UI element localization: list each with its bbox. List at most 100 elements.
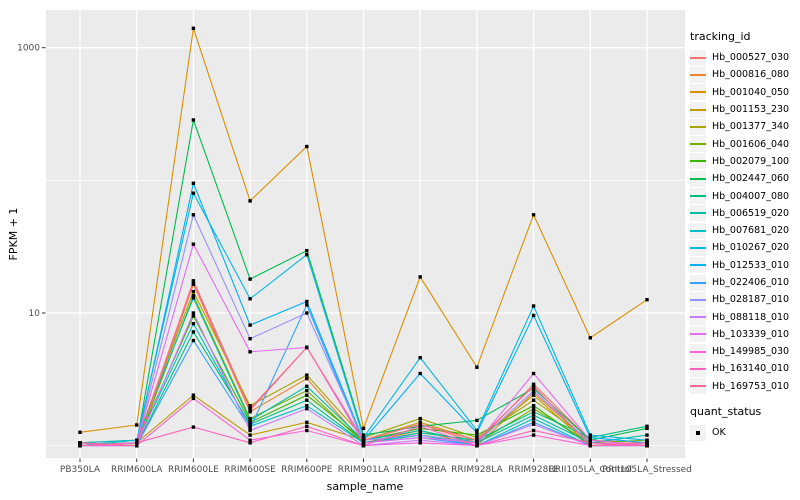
legend-item-label: Hb_007681_020 (712, 225, 790, 237)
data-point (645, 426, 649, 431)
legend-key-swatch (690, 326, 706, 343)
x-tick-label: RRII105LA_Stressed (602, 465, 692, 475)
data-point (305, 345, 309, 350)
data-point (191, 280, 196, 285)
data-point (305, 144, 309, 149)
line-swatch-icon (690, 229, 706, 232)
data-point (531, 420, 536, 424)
data-point (191, 282, 196, 286)
legend-item-label: Hb_169753_010 (712, 380, 790, 392)
legend-item-Hb_012533_010: Hb_012533_010 (690, 257, 798, 274)
data-point (135, 443, 139, 448)
legend-item-label: Hb_010267_020 (712, 242, 790, 254)
data-point (248, 416, 252, 421)
data-point (531, 416, 536, 421)
data-point (361, 441, 366, 445)
data-point (418, 420, 422, 424)
line-swatch-icon (690, 177, 706, 180)
x-tick-label: RRIM600LA (111, 465, 163, 475)
data-point (361, 426, 366, 431)
data-point (191, 191, 196, 195)
x-tick-label: RRIM928BA (394, 465, 447, 475)
data-point (305, 311, 309, 315)
legend-key-swatch (690, 118, 706, 135)
legend-key-swatch (690, 66, 706, 83)
square-point-icon (696, 430, 700, 435)
legend-item-Hb_002079_100: Hb_002079_100 (690, 153, 798, 170)
line-swatch-icon (690, 350, 706, 353)
data-point (361, 438, 366, 442)
legend-item-label: Hb_103339_010 (712, 328, 790, 340)
data-point (305, 420, 309, 424)
data-point (191, 311, 196, 315)
data-point (248, 337, 252, 341)
legend-key-swatch (690, 274, 706, 291)
data-point (248, 428, 252, 433)
line-swatch-icon (690, 143, 706, 146)
data-point (588, 438, 592, 442)
legend-key-swatch (690, 101, 706, 118)
legend-item-Hb_103339_010: Hb_103339_010 (690, 326, 798, 343)
data-point (248, 433, 252, 437)
legend-item-label: Hb_001040_050 (712, 86, 790, 98)
line-swatch-icon (690, 91, 706, 94)
legend-key-swatch (690, 239, 706, 256)
legend-item-Hb_088118_010: Hb_088118_010 (690, 308, 798, 326)
y-axis-title: FPKM + 1 (7, 208, 20, 261)
legend-key-swatch (690, 257, 706, 274)
x-tick-label: RRIM928LE (508, 465, 559, 475)
data-point (305, 428, 309, 433)
data-point (248, 438, 252, 442)
legend-key-swatch (690, 291, 706, 308)
y-tick-label: 1000 (17, 44, 40, 54)
legend-item-Hb_001606_040: Hb_001606_040 (690, 135, 798, 153)
legend-item-label: Hb_000816_080 (712, 69, 790, 81)
data-point (531, 371, 536, 376)
ok-marker-key (690, 424, 706, 441)
legend-item-Hb_000527_030: Hb_000527_030 (690, 49, 798, 66)
line-swatch-icon (690, 264, 706, 267)
data-point (361, 435, 366, 440)
legend-item-Hb_001153_230: Hb_001153_230 (690, 101, 798, 118)
data-point (191, 338, 196, 343)
data-point (418, 435, 422, 440)
data-point (475, 431, 479, 435)
x-tick-label: RRIM928LA (451, 465, 503, 475)
data-point (305, 384, 309, 388)
data-point (361, 443, 366, 448)
legend-item-Hb_149985_030: Hb_149985_030 (690, 343, 798, 360)
data-point (531, 391, 536, 395)
quant-status-legend-title: quant_status (690, 404, 762, 418)
legend-item-Hb_028187_010: Hb_028187_010 (690, 291, 798, 308)
data-point (418, 422, 422, 426)
line-swatch-icon (690, 333, 706, 336)
data-point (248, 422, 252, 426)
data-point (475, 433, 479, 437)
data-point (305, 376, 309, 381)
data-point (191, 294, 196, 298)
data-point (475, 418, 479, 423)
data-point (305, 303, 309, 307)
legend-item-Hb_001377_340: Hb_001377_340 (690, 118, 798, 135)
panel-background (46, 10, 685, 458)
data-point (475, 365, 479, 369)
data-point (475, 428, 479, 433)
data-point (361, 433, 366, 437)
data-point (248, 441, 252, 445)
data-point (305, 249, 309, 253)
data-point (191, 296, 196, 300)
legend-key-swatch (690, 378, 706, 395)
data-point (191, 242, 196, 246)
data-point (418, 441, 422, 445)
legend-item-Hb_022406_010: Hb_022406_010 (690, 274, 798, 291)
data-point (418, 424, 422, 428)
data-point (78, 441, 82, 445)
x-axis-title: sample_name (327, 480, 404, 493)
data-point (531, 404, 536, 408)
legend-key-swatch (690, 222, 706, 239)
data-point (531, 384, 536, 388)
line-swatch-icon (690, 316, 706, 319)
line-swatch-icon (690, 212, 706, 215)
